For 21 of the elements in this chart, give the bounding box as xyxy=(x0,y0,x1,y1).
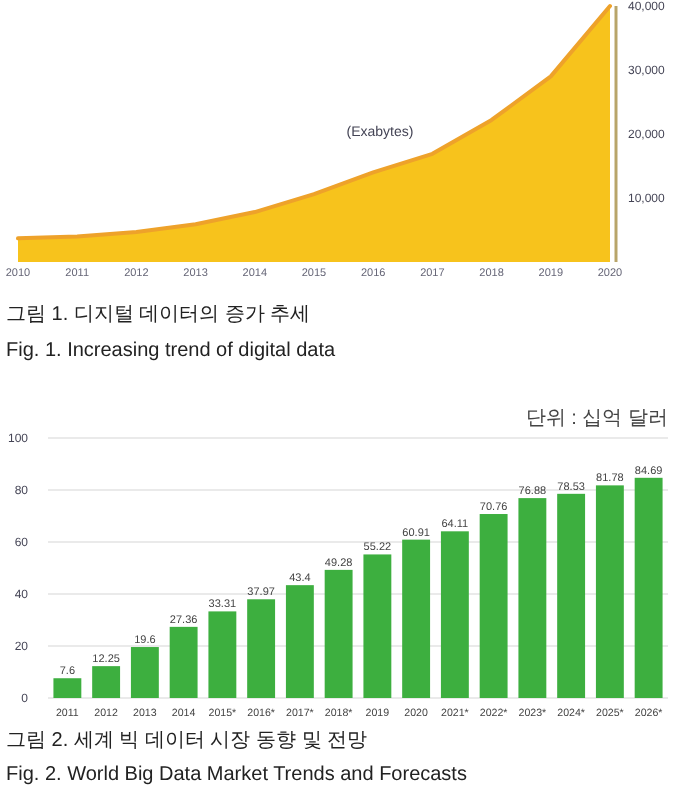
bar xyxy=(634,477,663,698)
bar xyxy=(285,585,314,698)
bar xyxy=(208,611,237,698)
bar xyxy=(440,531,469,698)
bar xyxy=(92,666,121,698)
bar xyxy=(130,647,159,698)
bar xyxy=(402,539,431,698)
bar xyxy=(324,569,353,698)
bar xyxy=(518,498,547,698)
caption: Fig. 1. Increasing trend of digital data xyxy=(6,340,336,362)
bar xyxy=(53,678,82,698)
bar xyxy=(169,626,198,698)
caption: Fig. 2. World Big Data Market Trends and Forecasts xyxy=(6,764,467,786)
caption: 그림 2. 세계 빅 데이터 시장 동향 및 전망 xyxy=(6,730,368,752)
text: 단위 : 십억 달러 xyxy=(525,408,668,430)
caption: 그림 1. 디지털 데이터의 증가 추세 xyxy=(6,304,311,326)
bar xyxy=(595,485,624,698)
bar xyxy=(479,514,508,698)
bar xyxy=(247,599,276,698)
bar xyxy=(363,554,392,698)
bar xyxy=(557,493,586,698)
